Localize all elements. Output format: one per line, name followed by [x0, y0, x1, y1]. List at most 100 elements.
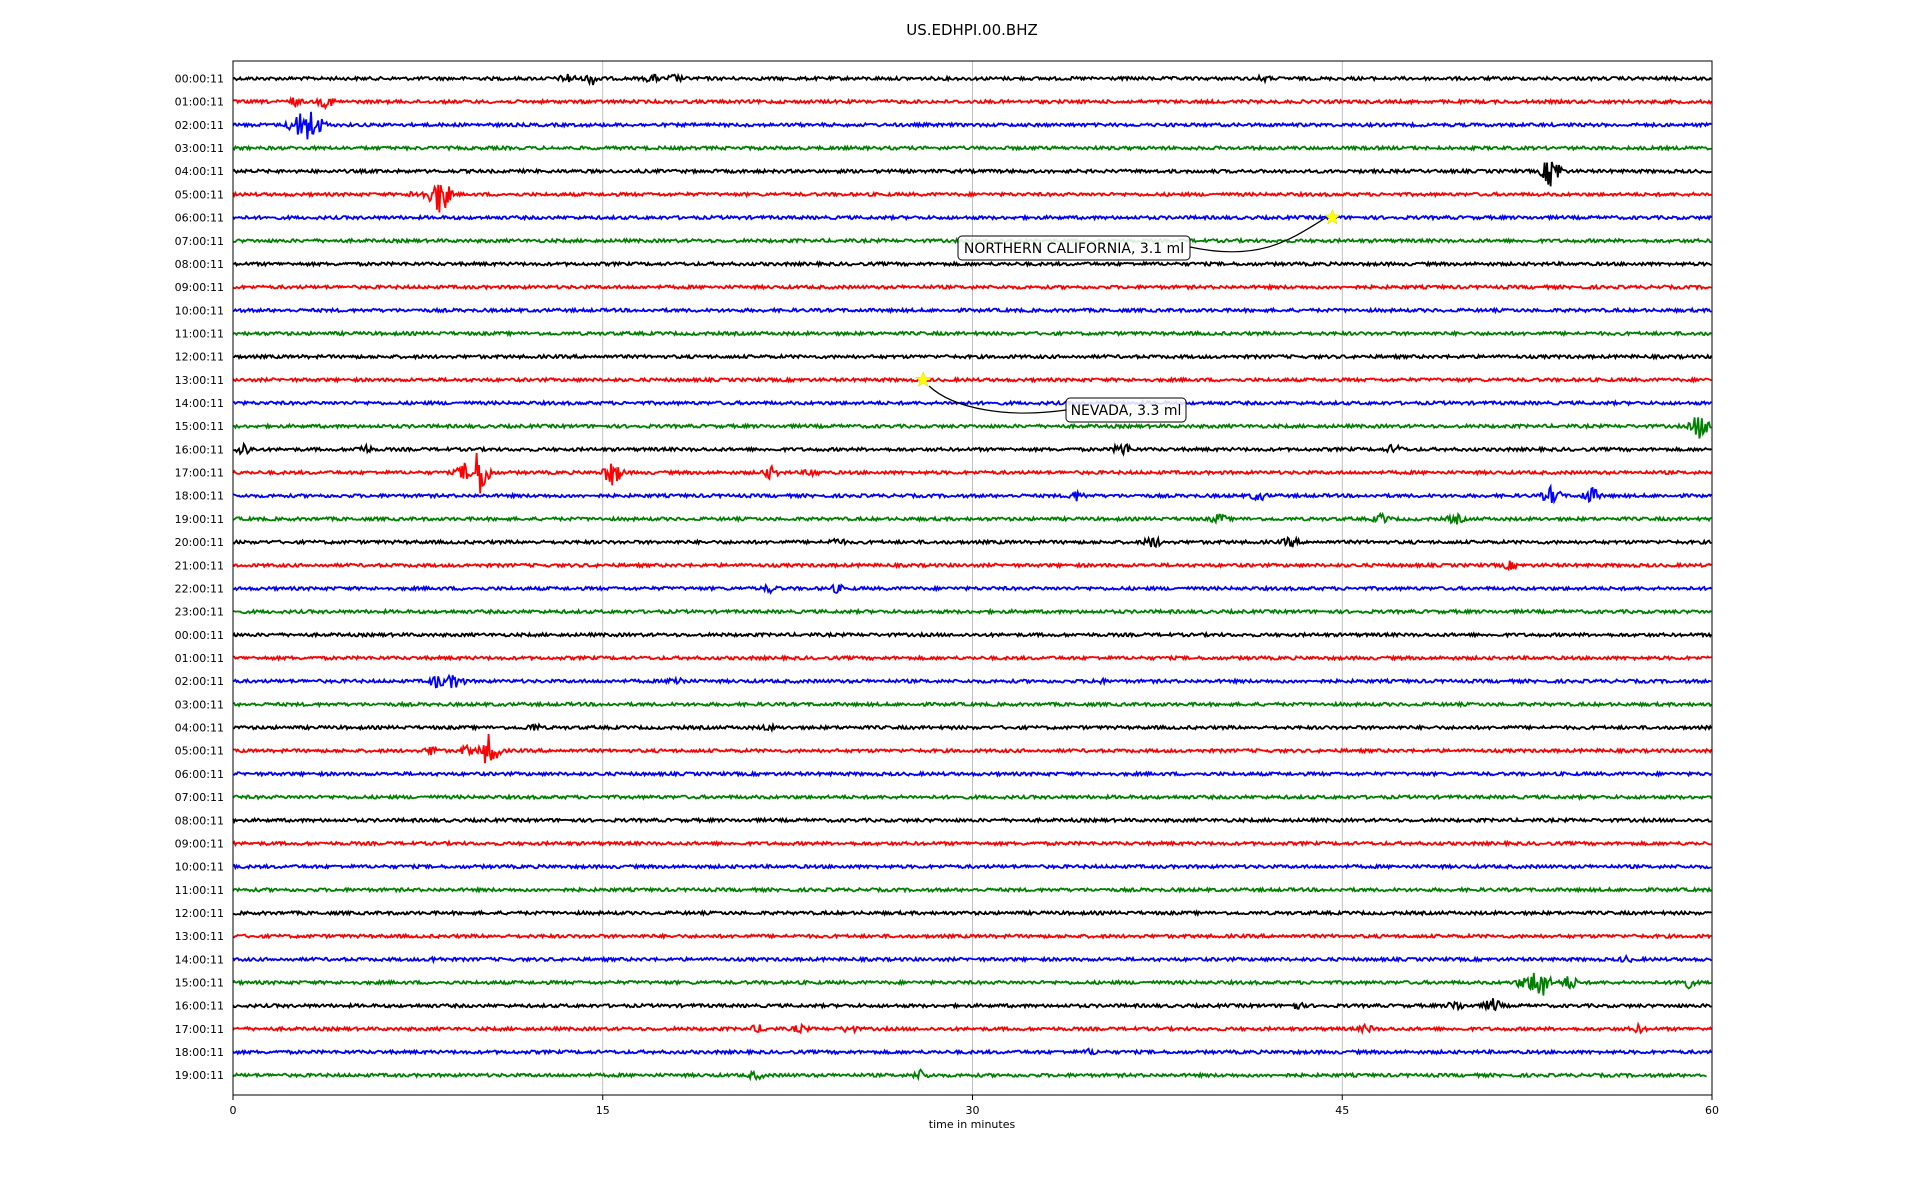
x-axis-label: time in minutes: [929, 1118, 1016, 1131]
hour-label-34: 10:00:11: [175, 861, 224, 874]
trace-row-20: [232, 535, 1712, 549]
hour-label-27: 03:00:11: [175, 698, 224, 711]
trace-row-24: [232, 630, 1713, 639]
trace-row-22: [232, 582, 1713, 595]
trace-row-41: [232, 1021, 1713, 1036]
trace-row-28: [232, 721, 1713, 734]
hour-label-3: 03:00:11: [175, 142, 224, 155]
hour-label-8: 08:00:11: [175, 258, 224, 271]
trace-row-15: [232, 417, 1712, 439]
hour-label-25: 01:00:11: [175, 652, 224, 665]
hour-label-21: 21:00:11: [175, 559, 224, 572]
event-connector-0: [1189, 216, 1328, 253]
trace-row-25: [232, 654, 1712, 663]
hour-label-15: 15:00:11: [175, 420, 224, 433]
event-label-0: NORTHERN CALIFORNIA, 3.1 ml: [964, 241, 1184, 257]
trace-row-40: [232, 998, 1712, 1012]
trace-row-38: [232, 953, 1713, 965]
hour-label-0: 00:00:11: [175, 73, 224, 86]
hour-label-36: 12:00:11: [175, 907, 224, 920]
trace-row-6: [232, 213, 1713, 222]
trace-row-3: [232, 144, 1712, 152]
trace-row-10: [232, 306, 1712, 315]
x-tick-label-4: 60: [1705, 1104, 1719, 1117]
hour-label-10: 10:00:11: [175, 304, 224, 317]
trace-row-11: [232, 329, 1712, 338]
event-label-box-1: [1065, 397, 1187, 423]
chart-title: US.EDHPI.00.BHZ: [906, 21, 1038, 39]
hour-label-40: 16:00:11: [175, 1000, 224, 1013]
trace-row-42: [232, 1047, 1713, 1057]
hour-label-37: 13:00:11: [175, 930, 224, 943]
trace-row-33: [232, 839, 1712, 848]
trace-row-29: [232, 733, 1713, 764]
x-tick-label-0: 0: [230, 1104, 237, 1117]
hour-label-14: 14:00:11: [175, 397, 224, 410]
trace-row-31: [232, 793, 1713, 802]
event-star-icon-1: [914, 371, 932, 387]
trace-row-23: [233, 607, 1712, 616]
trace-row-43: [232, 1068, 1707, 1082]
trace-row-13: [232, 376, 1712, 384]
hour-label-7: 07:00:11: [175, 235, 224, 248]
hour-label-43: 19:00:11: [175, 1069, 224, 1082]
hour-labels: 00:00:11 01:00:11 02:00:11 03:00:11 04:00:11…: [175, 73, 224, 1083]
hour-label-19: 19:00:11: [175, 513, 224, 526]
trace-row-0: [232, 72, 1713, 87]
hour-label-30: 06:00:11: [175, 768, 224, 781]
trace-row-26: [232, 673, 1712, 689]
trace-row-2: [232, 111, 1713, 140]
hour-label-12: 12:00:11: [175, 351, 224, 364]
hour-label-16: 16:00:11: [175, 443, 224, 456]
hour-label-20: 20:00:11: [175, 536, 224, 549]
trace-row-19: [232, 511, 1712, 525]
trace-row-9: [232, 283, 1712, 292]
trace-row-32: [232, 816, 1712, 825]
trace-row-21: [232, 560, 1712, 572]
hour-label-11: 11:00:11: [175, 327, 224, 340]
trace-row-16: [232, 441, 1712, 457]
trace-row-18: [232, 483, 1713, 505]
hour-label-23: 23:00:11: [175, 606, 224, 619]
event-label-box-0: [957, 235, 1191, 261]
trace-row-39: [232, 972, 1712, 996]
hour-label-39: 15:00:11: [175, 977, 224, 990]
hour-label-9: 09:00:11: [175, 281, 224, 294]
trace-row-17: [232, 452, 1713, 494]
gridlines: [602, 61, 1343, 1095]
trace-row-5: [232, 184, 1712, 213]
event-connector-1: [928, 385, 1067, 414]
hour-label-18: 18:00:11: [175, 490, 224, 503]
hour-label-26: 02:00:11: [175, 675, 224, 688]
trace-row-1: [232, 95, 1713, 111]
hour-label-22: 22:00:11: [175, 582, 224, 595]
hour-label-32: 08:00:11: [175, 814, 224, 827]
trace-row-12: [233, 352, 1713, 361]
x-tick-label-2: 30: [966, 1104, 980, 1117]
x-tick-label-3: 45: [1335, 1104, 1349, 1117]
hour-label-2: 02:00:11: [175, 119, 224, 132]
event-label-1: NEVADA, 3.3 ml: [1071, 403, 1182, 419]
trace-row-30: [232, 770, 1713, 778]
hour-label-17: 17:00:11: [175, 467, 224, 480]
x-tick-label-1: 15: [596, 1104, 610, 1117]
hour-label-13: 13:00:11: [175, 374, 224, 387]
hour-label-33: 09:00:11: [175, 837, 224, 850]
x-ticks: 0 15 30 45 60: [230, 1095, 1719, 1117]
trace-row-34: [232, 862, 1712, 871]
hour-label-42: 18:00:11: [175, 1046, 224, 1059]
trace-row-35: [232, 885, 1713, 894]
trace-row-27: [232, 700, 1713, 709]
trace-row-4: [232, 161, 1712, 187]
hour-label-41: 17:00:11: [175, 1023, 224, 1036]
trace-row-37: [232, 932, 1712, 941]
trace-row-36: [232, 908, 1712, 918]
trace-layer: [232, 72, 1713, 1082]
hour-label-24: 00:00:11: [175, 629, 224, 642]
hour-label-5: 05:00:11: [175, 188, 224, 201]
trace-row-8: [233, 260, 1712, 269]
event-star-icon-0: [1324, 208, 1341, 225]
hour-label-38: 14:00:11: [175, 953, 224, 966]
hour-label-35: 11:00:11: [175, 884, 224, 897]
